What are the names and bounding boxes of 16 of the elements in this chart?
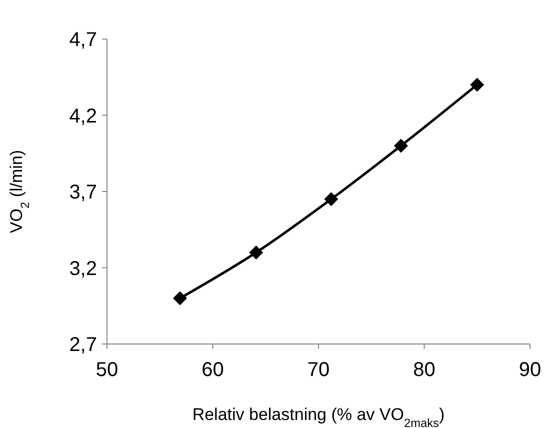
x-tick-label: 90 <box>518 359 542 381</box>
x-tick-label: 80 <box>413 359 436 381</box>
point <box>394 138 408 153</box>
x-tick-label: 70 <box>307 359 330 381</box>
point <box>470 78 484 92</box>
x-tick-label: 60 <box>202 359 224 381</box>
x-tick-label: 50 <box>96 359 118 381</box>
y-tick-label: 4,7 <box>69 29 97 51</box>
point <box>249 246 264 260</box>
point <box>172 291 187 306</box>
y-tick-label: 4,2 <box>69 105 97 128</box>
point <box>324 192 338 206</box>
y-tick-label: 3,7 <box>69 182 97 204</box>
x-axis-title: Relativ belastning (% av VO$_{2maks}$) <box>192 405 445 428</box>
y-tick-label: 3,2 <box>69 258 97 280</box>
y-tick-label: 2,7 <box>69 334 97 356</box>
